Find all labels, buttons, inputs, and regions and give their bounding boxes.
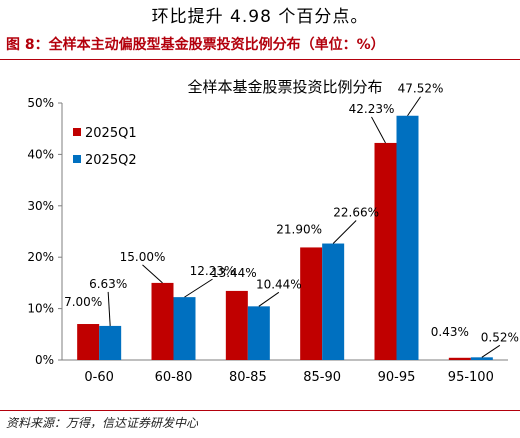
data-label-leader bbox=[107, 291, 111, 326]
data-label: 10.44% bbox=[256, 277, 302, 291]
source-note: 资料来源：万得，信达证券研发中心 bbox=[6, 416, 199, 430]
x-tick-label: 85-90 bbox=[303, 370, 341, 385]
y-tick-label: 50% bbox=[27, 96, 54, 110]
data-label: 42.23% bbox=[349, 102, 395, 116]
data-label-leader bbox=[142, 264, 163, 284]
bar-2025q1 bbox=[300, 247, 323, 360]
data-label-leader bbox=[481, 344, 501, 358]
legend-label: 2025Q2 bbox=[85, 153, 137, 168]
y-tick-label: 0% bbox=[35, 353, 54, 367]
bar-2025q2 bbox=[99, 325, 122, 360]
data-label: 7.00% bbox=[64, 295, 102, 309]
data-label: 12.23% bbox=[190, 264, 236, 278]
figure-title: 图 8：全样本主动偏股型基金股票投资比例分布（单位：%） bbox=[6, 37, 385, 53]
y-tick-label: 20% bbox=[27, 250, 54, 264]
legend-swatch bbox=[73, 128, 81, 136]
data-label-leader bbox=[371, 116, 386, 144]
bar-2025q2 bbox=[396, 115, 419, 361]
data-label-leader bbox=[258, 291, 280, 307]
bar-2025q2 bbox=[470, 357, 493, 360]
bar-2025q2 bbox=[173, 297, 196, 360]
data-label-leader bbox=[332, 220, 357, 244]
x-tick-label: 90-95 bbox=[378, 370, 416, 385]
data-label: 22.66% bbox=[333, 206, 379, 220]
data-label: 13.44% bbox=[211, 266, 257, 280]
data-label: 6.63% bbox=[89, 277, 127, 291]
x-tick-label: 95-100 bbox=[448, 370, 494, 385]
legend-label: 2025Q1 bbox=[85, 126, 137, 141]
bar-2025q2 bbox=[322, 243, 345, 360]
bar-2025q2 bbox=[247, 306, 270, 360]
data-label-leader bbox=[184, 278, 213, 298]
y-tick-label: 10% bbox=[27, 302, 54, 316]
data-label: 47.52% bbox=[398, 82, 444, 96]
data-label: 0.52% bbox=[481, 330, 519, 344]
data-label: 21.90% bbox=[276, 222, 322, 236]
data-label: 15.00% bbox=[120, 250, 166, 264]
bar-2025q1 bbox=[448, 357, 471, 360]
bar-2025q1 bbox=[225, 290, 248, 360]
bar-2025q1 bbox=[374, 142, 397, 360]
legend-swatch bbox=[73, 155, 81, 163]
x-tick-label: 0-60 bbox=[84, 370, 114, 385]
source-rule bbox=[0, 410, 520, 411]
intro-text: 环比提升 4.98 个百分点。 bbox=[151, 7, 369, 27]
bar-2025q1 bbox=[151, 282, 174, 360]
x-tick-label: 60-80 bbox=[155, 370, 193, 385]
y-tick-label: 30% bbox=[27, 199, 54, 213]
y-tick-label: 40% bbox=[27, 147, 54, 161]
chart-title: 全样本基金股票投资比例分布 bbox=[187, 78, 382, 96]
bar-2025q1 bbox=[77, 324, 100, 360]
bar-chart: 全样本基金股票投资比例分布 0% 10% 20% 30% 40% 50% 0-60 60-80 8… bbox=[27, 78, 519, 385]
data-label: 0.43% bbox=[431, 325, 469, 339]
title-rule bbox=[0, 59, 520, 60]
data-label-leader bbox=[407, 96, 421, 117]
x-tick-label: 80-85 bbox=[229, 370, 267, 385]
